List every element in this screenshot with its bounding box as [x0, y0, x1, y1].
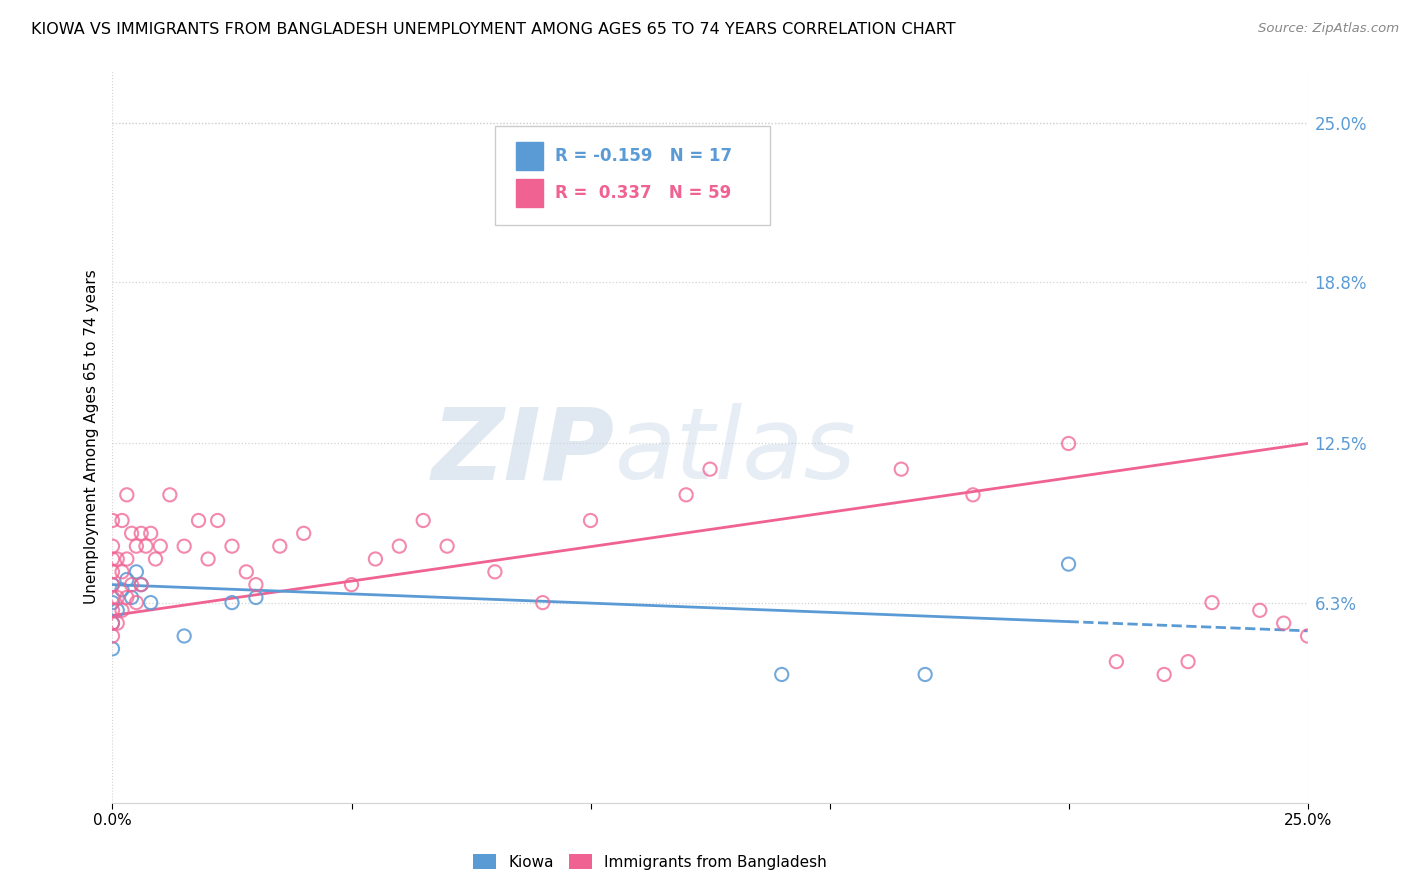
- Point: [111, 514, 134, 528]
- Point: [159, 488, 181, 502]
- Point: [770, 667, 793, 681]
- Point: [221, 596, 243, 610]
- Text: atlas: atlas: [614, 403, 856, 500]
- FancyBboxPatch shape: [495, 126, 770, 225]
- Point: [125, 539, 148, 553]
- Point: [1249, 603, 1271, 617]
- Point: [101, 591, 124, 605]
- Point: [1296, 629, 1319, 643]
- Point: [111, 582, 134, 597]
- Point: [675, 488, 697, 502]
- Point: [245, 577, 267, 591]
- Point: [1201, 596, 1223, 610]
- Point: [101, 603, 124, 617]
- Bar: [516, 179, 543, 207]
- Point: [101, 629, 124, 643]
- Point: [125, 565, 148, 579]
- Point: [962, 488, 984, 502]
- Point: [115, 552, 138, 566]
- Point: [699, 462, 721, 476]
- Point: [173, 539, 195, 553]
- Point: [121, 526, 143, 541]
- Point: [173, 629, 195, 643]
- Point: [890, 462, 912, 476]
- Point: [105, 591, 128, 605]
- Point: [105, 616, 128, 631]
- Point: [101, 552, 124, 566]
- Point: [531, 596, 554, 610]
- Legend: Kiowa, Immigrants from Bangladesh: Kiowa, Immigrants from Bangladesh: [467, 847, 834, 876]
- Point: [111, 603, 134, 617]
- Point: [187, 514, 209, 528]
- Point: [129, 577, 152, 591]
- Point: [579, 514, 602, 528]
- Point: [1153, 667, 1175, 681]
- Point: [111, 565, 134, 579]
- Point: [101, 577, 124, 591]
- Point: [101, 577, 124, 591]
- Point: [115, 573, 138, 587]
- Point: [1105, 655, 1128, 669]
- Point: [101, 565, 124, 579]
- Point: [139, 596, 162, 610]
- Point: [1177, 655, 1199, 669]
- Point: [135, 539, 157, 553]
- Point: [121, 577, 143, 591]
- Point: [105, 603, 128, 617]
- Point: [1057, 436, 1080, 450]
- Text: Source: ZipAtlas.com: Source: ZipAtlas.com: [1258, 22, 1399, 36]
- Point: [364, 552, 387, 566]
- Point: [1057, 557, 1080, 571]
- Point: [129, 577, 152, 591]
- Point: [101, 641, 124, 656]
- Point: [121, 591, 143, 605]
- Bar: [516, 143, 543, 170]
- Point: [436, 539, 458, 553]
- Point: [221, 539, 243, 553]
- Point: [129, 526, 152, 541]
- Point: [388, 539, 411, 553]
- Point: [269, 539, 291, 553]
- Point: [145, 552, 167, 566]
- Point: [115, 488, 138, 502]
- Point: [235, 565, 257, 579]
- Point: [245, 591, 267, 605]
- Text: R =  0.337   N = 59: R = 0.337 N = 59: [554, 184, 731, 202]
- Point: [1272, 616, 1295, 631]
- Point: [101, 596, 124, 610]
- Point: [207, 514, 229, 528]
- Point: [105, 552, 128, 566]
- Point: [149, 539, 172, 553]
- Point: [340, 577, 363, 591]
- Point: [101, 539, 124, 553]
- Point: [101, 616, 124, 631]
- Text: KIOWA VS IMMIGRANTS FROM BANGLADESH UNEMPLOYMENT AMONG AGES 65 TO 74 YEARS CORRE: KIOWA VS IMMIGRANTS FROM BANGLADESH UNEM…: [31, 22, 956, 37]
- Y-axis label: Unemployment Among Ages 65 to 74 years: Unemployment Among Ages 65 to 74 years: [83, 269, 98, 605]
- Point: [125, 596, 148, 610]
- Text: ZIP: ZIP: [432, 403, 614, 500]
- Point: [292, 526, 315, 541]
- Point: [101, 514, 124, 528]
- Point: [115, 591, 138, 605]
- Point: [484, 565, 506, 579]
- Point: [139, 526, 162, 541]
- Point: [197, 552, 219, 566]
- Point: [412, 514, 434, 528]
- Text: R = -0.159   N = 17: R = -0.159 N = 17: [554, 147, 731, 165]
- Point: [101, 616, 124, 631]
- Point: [914, 667, 936, 681]
- Point: [747, 205, 769, 219]
